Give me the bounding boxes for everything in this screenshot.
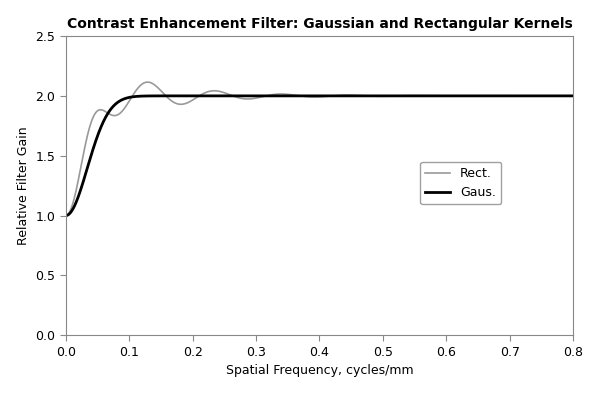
Gaus. — [529, 93, 536, 98]
Y-axis label: Relative Filter Gain: Relative Filter Gain — [17, 126, 29, 245]
Gaus. — [570, 93, 577, 98]
Rect. — [62, 213, 69, 218]
X-axis label: Spatial Frequency, cycles/mm: Spatial Frequency, cycles/mm — [226, 364, 413, 377]
Gaus. — [554, 93, 562, 98]
Gaus. — [246, 93, 253, 98]
Rect. — [529, 93, 536, 98]
Gaus. — [304, 93, 311, 98]
Rect. — [570, 93, 577, 98]
Line: Gaus.: Gaus. — [65, 96, 574, 216]
Gaus. — [275, 93, 283, 98]
Rect. — [144, 80, 151, 84]
Gaus. — [431, 93, 438, 98]
Gaus. — [62, 213, 69, 218]
Legend: Rect., Gaus.: Rect., Gaus. — [420, 162, 501, 204]
Rect. — [431, 93, 438, 98]
Title: Contrast Enhancement Filter: Gaussian and Rectangular Kernels: Contrast Enhancement Filter: Gaussian an… — [67, 17, 572, 31]
Rect. — [280, 92, 287, 97]
Gaus. — [280, 93, 287, 98]
Line: Rect.: Rect. — [65, 82, 574, 216]
Rect. — [275, 92, 283, 97]
Rect. — [304, 94, 311, 99]
Rect. — [554, 93, 562, 98]
